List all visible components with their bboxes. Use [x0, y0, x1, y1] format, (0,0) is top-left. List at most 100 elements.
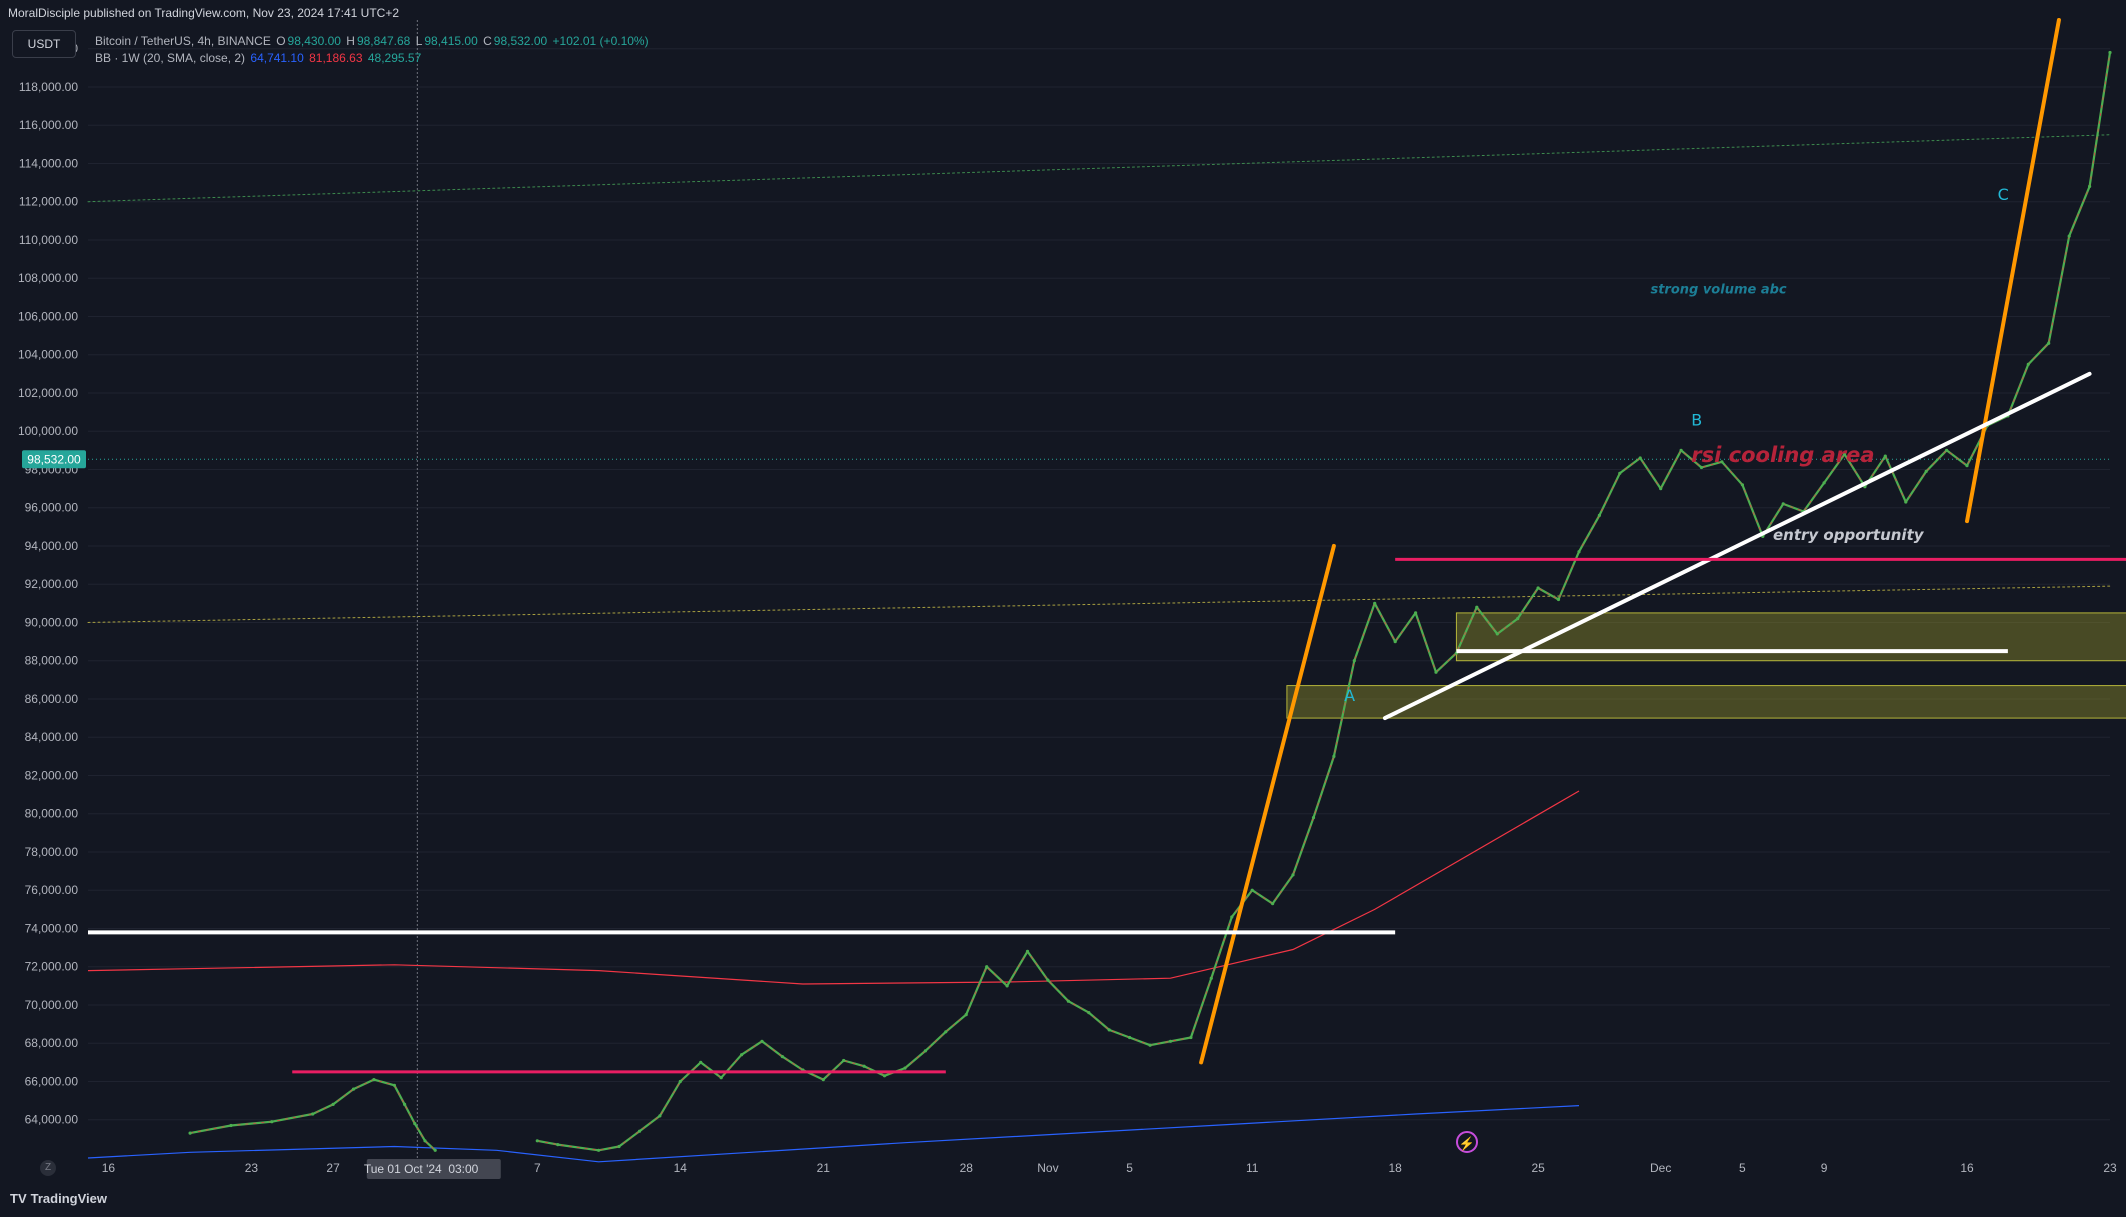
price-point	[188, 1131, 192, 1135]
y-tick-label: 104,000.00	[18, 348, 78, 362]
low-label: L	[415, 34, 423, 48]
price-point	[1291, 873, 1295, 877]
x-tick-label: 03:00	[448, 1162, 478, 1176]
x-tick-label: 7	[534, 1161, 541, 1175]
price-line	[189, 1078, 436, 1152]
x-tick-label: 5	[1739, 1161, 1746, 1175]
y-tick-label: 78,000.00	[25, 845, 79, 859]
y-tick-label: 114,000.00	[19, 156, 78, 170]
price-point	[270, 1120, 274, 1124]
guides	[87, 134, 2111, 623]
price-point	[1209, 976, 1213, 980]
price-point	[1148, 1043, 1152, 1047]
open-label: O	[276, 34, 286, 48]
y-tick-label: 66,000.00	[25, 1074, 79, 1088]
price-point	[699, 1060, 703, 1064]
price-point	[1904, 500, 1908, 504]
y-tick-label: 90,000.00	[25, 615, 79, 629]
annotation-label: C	[1998, 185, 2009, 204]
price-point	[821, 1078, 825, 1082]
y-tick-label: 92,000.00	[25, 577, 79, 591]
price-point	[1965, 464, 1969, 468]
price-point	[331, 1102, 335, 1106]
x-tick-label: Dec	[1650, 1161, 1671, 1175]
sl-zone	[1455, 612, 2126, 662]
price-point	[413, 1122, 417, 1126]
y-tick-label: 84,000.00	[25, 730, 79, 744]
zoom-button[interactable]: Z	[40, 1160, 56, 1176]
price-point	[392, 1083, 396, 1087]
x-tick-label: 23	[245, 1161, 259, 1175]
y-tick-label: 70,000.00	[25, 998, 79, 1012]
price-point	[1128, 1035, 1132, 1040]
brand-label: TradingView	[30, 1191, 107, 1206]
x-tick-label: 28	[960, 1161, 974, 1175]
price-point	[944, 1030, 948, 1034]
y-tick-label: 102,000.00	[18, 386, 78, 400]
white-uptrend	[1382, 371, 2092, 721]
price-point	[1352, 659, 1356, 663]
x-tick-label: Nov	[1037, 1161, 1058, 1175]
price-series	[188, 50, 2112, 1152]
bb-basis-line	[87, 1105, 1580, 1163]
price-point	[1087, 1011, 1091, 1015]
price-point	[882, 1074, 887, 1078]
bb-title: BB · 1W (20, SMA, close, 2)	[95, 51, 246, 65]
high-value: 98,847.68	[356, 34, 411, 48]
price-point	[597, 1148, 601, 1152]
bb-legend: BB · 1W (20, SMA, close, 2) 64,741.10 81…	[95, 51, 423, 65]
price-point	[2108, 50, 2112, 55]
price-point	[637, 1129, 642, 1133]
x-axis: 16 23 27 Tue 01 Oct '24 03:00 7 14 21 28 Nov 5 11 18…	[102, 1159, 2117, 1179]
price-point	[556, 1143, 560, 1147]
currency-button[interactable]: USDT	[12, 30, 76, 58]
price-point	[1005, 984, 1009, 988]
current-price-tag	[22, 450, 86, 469]
zones	[1286, 612, 2126, 719]
price-point	[760, 1039, 764, 1043]
y-tick-label: 96,000.00	[25, 501, 79, 515]
annotation-label: strong volume abc	[1650, 283, 1786, 298]
publisher-line: MoralDisciple published on TradingView.c…	[8, 6, 399, 20]
tradingview-brand: TV TradingView	[10, 1191, 107, 1206]
price-point	[1842, 452, 1847, 456]
x-tick-label: 18	[1388, 1161, 1402, 1175]
y-tick-label: 94,000.00	[25, 539, 79, 553]
x-tick-label: 16	[1960, 1161, 1974, 1175]
price-point	[229, 1123, 233, 1128]
price-point	[985, 965, 989, 969]
annotation-label: entry opportunity	[1773, 526, 1925, 544]
price-point	[842, 1058, 846, 1063]
annotation-label: rsi cooling area	[1691, 443, 1874, 467]
price-point	[1475, 605, 1479, 609]
price-point	[1740, 483, 1744, 487]
price-point	[1577, 550, 1581, 554]
y-tick-label: 82,000.00	[25, 768, 79, 782]
yellow-dotted-mid	[87, 585, 2111, 623]
price-point	[1597, 513, 1601, 518]
price-point	[2026, 362, 2030, 366]
price-point	[1250, 888, 1254, 892]
price-line-red-overlay	[537, 52, 2111, 1151]
x-tick-label: 27	[326, 1161, 340, 1175]
price-point	[1924, 469, 1928, 473]
price-point	[1332, 754, 1336, 759]
y-tick-label: 106,000.00	[18, 309, 78, 323]
x-tick-label: 9	[1821, 1161, 1828, 1175]
price-point	[1066, 999, 1070, 1003]
flash-icon[interactable]: ⚡	[1456, 1131, 1478, 1153]
price-point	[1046, 978, 1050, 982]
y-tick-label: 110,000.00	[19, 233, 78, 247]
bb-upper-line	[87, 790, 1580, 985]
y-tick-label: 76,000.00	[25, 883, 79, 897]
price-point	[1699, 465, 1704, 470]
price-point	[903, 1066, 907, 1070]
orange-trend-1	[1199, 543, 1336, 1065]
y-tick-label: 64,000.00	[25, 1113, 79, 1127]
annotation-label: A	[1344, 686, 1355, 705]
price-point	[2067, 234, 2071, 238]
price-point	[1495, 632, 1499, 636]
price-point	[423, 1139, 427, 1143]
